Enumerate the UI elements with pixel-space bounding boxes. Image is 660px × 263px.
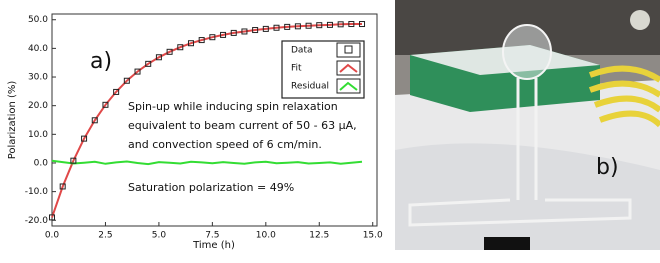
legend-swatch-box [336, 78, 361, 94]
data-point [155, 54, 162, 61]
data-point [230, 29, 237, 36]
data-point [113, 88, 120, 95]
data-point [220, 31, 227, 38]
data-point [359, 21, 366, 28]
legend-swatch-box [336, 60, 361, 76]
x-tick-label: 12.5 [309, 231, 329, 241]
data-point [166, 48, 173, 55]
data-point [284, 23, 291, 30]
series-line [51, 159, 363, 166]
photo-tubing [408, 78, 632, 227]
data-point [81, 135, 88, 142]
data-point [316, 22, 323, 29]
y-tick-label: 50.0 [28, 15, 48, 25]
data-point [294, 23, 301, 30]
panel-label: a) [90, 49, 112, 74]
data-point [209, 34, 216, 41]
legend-label: Data [291, 46, 313, 56]
legend-swatch [344, 45, 353, 54]
y-tick-label: 30.0 [28, 73, 48, 83]
panel-label: b) [596, 155, 619, 180]
data-point [198, 37, 205, 44]
legend-swatch-box [336, 42, 361, 58]
data-point [102, 101, 109, 108]
legend-label: Residual [291, 82, 329, 92]
photo: b) [395, 0, 660, 250]
x-tick-label: 15.0 [363, 231, 383, 241]
x-tick-label: 5.0 [152, 231, 167, 241]
y-axis-label: Polarization (%) [7, 81, 18, 160]
x-axis-label: Time (h) [192, 240, 235, 251]
x-tick-label: 10.0 [256, 231, 276, 241]
data-point [145, 60, 152, 67]
annotation: Spin-up while inducing spin relaxation [128, 100, 338, 113]
y-tick-label: 20.0 [28, 101, 48, 111]
data-point [241, 28, 248, 35]
legend-swatch [339, 81, 358, 91]
data-point [273, 24, 280, 31]
data-point [337, 21, 344, 28]
y-tick-label: -10.0 [25, 187, 49, 197]
y-tick-label: 40.0 [28, 44, 48, 54]
data-point [134, 68, 141, 75]
data-point [187, 40, 194, 47]
photo-flask [502, 24, 552, 80]
data-point [326, 21, 333, 28]
legend-label: Fit [291, 64, 302, 74]
photo-base [484, 237, 530, 250]
legend-swatch [339, 63, 358, 73]
y-tick-label: 10.0 [28, 130, 48, 140]
x-tick-label: 7.5 [205, 231, 219, 241]
plot-frame [51, 13, 378, 227]
annotation: equivalent to beam current of 50 - 63 μA… [128, 119, 357, 132]
annotation: Saturation polarization = 49% [128, 181, 294, 194]
data-point [305, 22, 312, 29]
data-point [177, 44, 184, 51]
annotation: and convection speed of 6 cm/min. [128, 138, 322, 151]
data-point [70, 157, 77, 164]
data-point [49, 214, 55, 221]
y-tick-label: -20.0 [25, 216, 49, 226]
data-point [252, 27, 259, 34]
data-point [123, 77, 130, 84]
data-point [348, 21, 355, 28]
data-point [59, 183, 66, 190]
x-tick-label: 2.5 [98, 231, 112, 241]
x-tick-label: 0.0 [45, 231, 60, 241]
data-point [262, 25, 269, 32]
y-tick-label: 0.0 [34, 158, 49, 168]
photo-coil [588, 65, 660, 128]
photo-object [630, 10, 650, 30]
data-point [91, 117, 98, 124]
